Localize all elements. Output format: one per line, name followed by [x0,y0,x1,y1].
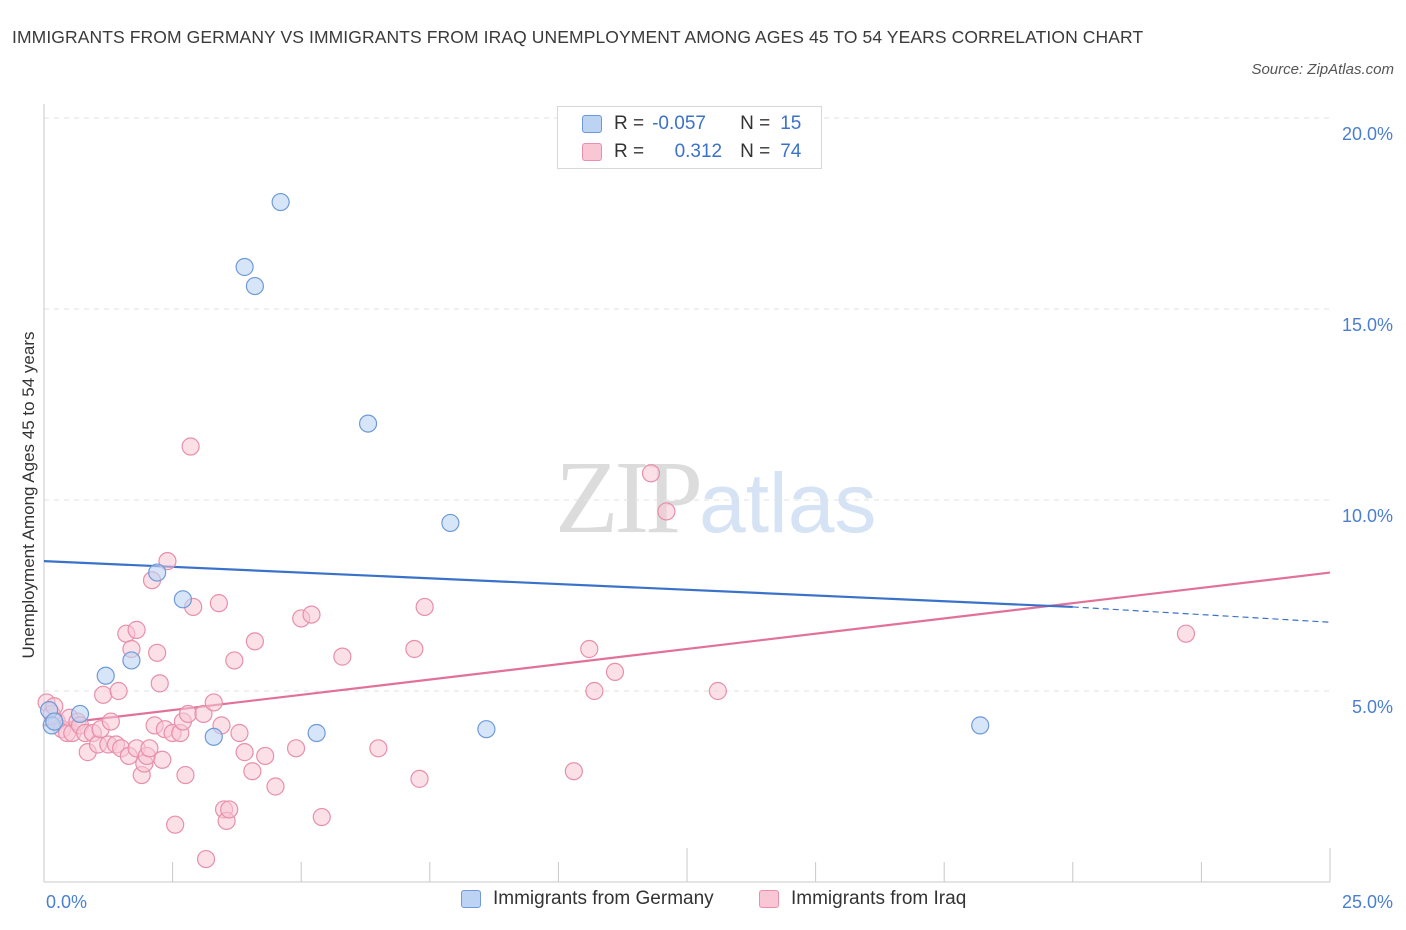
iraq-point [140,739,159,758]
germany-swatch [582,115,602,133]
bottom-legend-iraq: Immigrants from Iraq [759,888,966,910]
iraq-point [230,723,249,743]
iraq-point [166,815,185,834]
iraq-swatch [582,143,602,161]
iraq-point [312,807,331,827]
iraq-point [209,594,228,613]
legend-r-value: 0.312 [674,141,723,162]
iraq-point [266,777,285,796]
iraq-point [245,632,265,651]
germany-point [204,727,223,746]
x-tick-label: 25.0% [1342,892,1393,912]
iraq-point [657,502,676,521]
iraq-point [235,743,254,762]
germany-legend-swatch [461,890,481,908]
germany-point [971,716,990,735]
iraq-point [415,597,434,617]
iraq-point [225,651,244,670]
iraq-point [605,662,625,682]
series-iraq [37,437,1196,869]
axes [43,104,1331,883]
bottom-legend-germany: Immigrants from Germany [461,888,714,910]
germany-point [307,723,326,743]
legend-row-iraq: R = 0.312 N = 74 [582,139,801,165]
germany-point [477,720,496,739]
iraq-point [204,693,223,712]
grid [44,117,1330,692]
iraq-legend-swatch [759,890,779,908]
iraq-point [333,647,352,666]
legend-n-label: N = [740,113,771,134]
source-label: Source: ZipAtlas.com [1251,61,1394,78]
iraq-point [181,437,200,456]
legend-n-value: 15 [780,113,802,134]
y-tick-label: 10.0% [1342,506,1393,526]
germany-point [235,257,254,277]
germany-point [45,712,64,731]
series-germany [40,192,990,746]
iraq-point [302,605,321,624]
iraq-point [109,681,128,701]
germany-point [358,414,378,433]
legend-n-label: N = [740,141,771,162]
germany-point [96,666,115,685]
germany-trend-line [43,560,1073,609]
germany-point [148,563,167,582]
germany-legend-label: Immigrants from Germany [493,888,714,909]
iraq-point [148,643,167,662]
legend-row-germany: R = -0.057 N = 15 [582,111,801,137]
trend-lines [43,560,1331,727]
germany-point [70,704,90,724]
iraq-legend-label: Immigrants from Iraq [791,888,967,909]
germany-point [173,590,192,609]
iraq-point [585,681,604,701]
iraq-point [196,849,216,869]
iraq-point [580,639,599,659]
tick-labels: 5.0% 10.0% 15.0% 20.0% 0.0% 25.0% [46,124,1393,912]
iraq-point [243,762,262,781]
iraq-point [194,704,213,724]
germany-point [271,192,290,212]
iraq-point [641,464,661,483]
y-tick-label: 20.0% [1342,124,1393,144]
iraq-point [256,746,275,766]
chart-title: IMMIGRANTS FROM GERMANY VS IMMIGRANTS FR… [12,27,1144,47]
germany-point [441,513,460,533]
legend-r-value: -0.057 [652,113,706,134]
germany-point [122,651,141,670]
iraq-point [405,639,424,659]
legend-r-label: R = [614,141,645,162]
iraq-point [101,712,120,731]
iraq-point [410,769,429,788]
x-tick-label: 0.0% [46,892,87,912]
iraq-point [153,750,172,769]
germany-trend-extension [1072,606,1331,623]
iraq-point [94,685,113,704]
iraq-point [178,704,198,724]
legend-n-value: 74 [780,141,802,162]
iraq-point [176,765,195,785]
correlation-legend: R = -0.057 N = 15 R = 0.312 N = 74 [557,106,822,169]
legend-r-label: R = [614,113,645,134]
iraq-point [369,739,388,758]
germany-point [245,276,265,296]
iraq-point [127,620,146,639]
iraq-point [158,552,177,571]
y-tick-label: 15.0% [1342,315,1393,335]
iraq-point [150,674,169,693]
iraq-point [1176,624,1196,643]
iraq-point [286,739,306,758]
iraq-point [708,681,727,701]
y-tick-label: 5.0% [1352,697,1393,717]
iraq-point [564,762,583,781]
iraq-trend-line [43,571,1331,727]
iraq-point [220,800,239,819]
